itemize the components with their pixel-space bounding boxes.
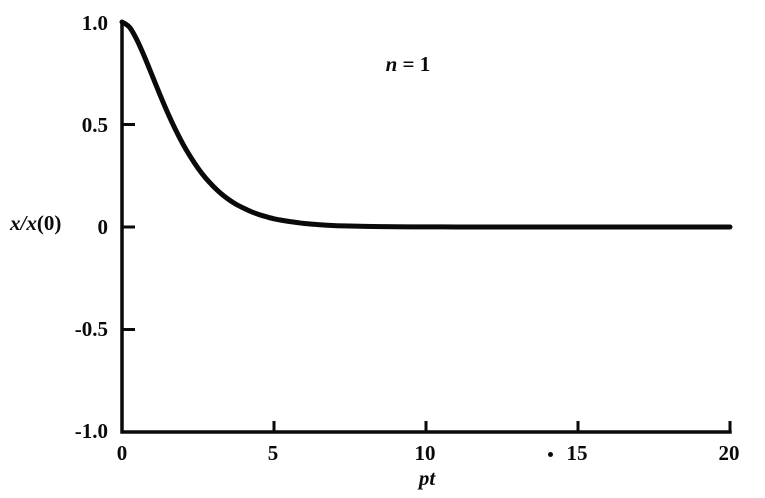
xtick-label-20: 20 <box>718 441 740 465</box>
xtick-label-10: 10 <box>414 441 436 465</box>
ytick-label-0: 0 <box>97 215 109 239</box>
y-axis-ticks <box>122 123 135 331</box>
y-axis-title-denominator: x <box>26 211 37 235</box>
y-axis-title-argument: (0) <box>36 211 62 235</box>
xtick-label-15: 15 <box>566 441 588 465</box>
scan-artifact-dot <box>548 452 553 457</box>
annotation-value: = 1 <box>397 52 431 77</box>
axes-group <box>120 20 732 434</box>
ytick-label-0_5: 0.5 <box>81 113 108 137</box>
axis-lines <box>120 20 732 434</box>
xtick-label-5: 5 <box>267 441 279 465</box>
y-axis-title-numerator: x <box>10 211 21 235</box>
annotation-n-equals-1: n = 1 <box>386 54 431 75</box>
y-axis-title: x/x(0) <box>10 213 61 234</box>
x-axis-ticks <box>272 421 732 432</box>
ytick-label-neg1: -1.0 <box>74 419 108 443</box>
annotation-variable: n <box>385 52 398 77</box>
ytick-label-neg0_5: -0.5 <box>74 317 108 341</box>
y-axis-title-slash: / <box>20 211 27 235</box>
ytick-label-1: 1.0 <box>81 11 108 35</box>
x-axis-title: pt <box>418 466 436 490</box>
xtick-label-0: 0 <box>116 441 128 465</box>
series-line-x-over-x0 <box>119 19 733 230</box>
data-group <box>119 19 733 230</box>
